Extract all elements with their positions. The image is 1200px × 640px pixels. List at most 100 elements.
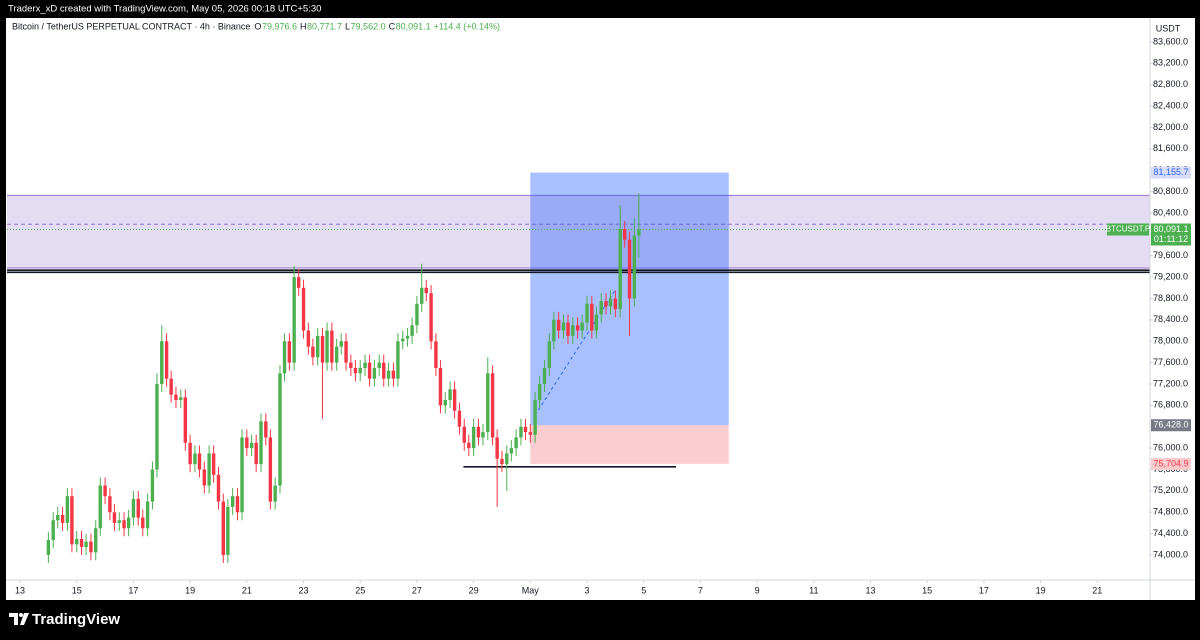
- candle-body: [60, 514, 65, 523]
- x-tick-label: 5: [641, 585, 646, 595]
- candle-body: [315, 335, 320, 358]
- candle-body: [353, 367, 358, 374]
- candle-body: [523, 426, 528, 433]
- candle-body: [94, 528, 98, 553]
- candle-body: [467, 442, 471, 449]
- target-tag: 81,155.7: [1153, 167, 1188, 177]
- y-tick-label: 74,800.0: [1153, 507, 1188, 517]
- x-tick-label: 17: [979, 585, 989, 595]
- candle-body: [126, 517, 131, 529]
- legend-text: Bitcoin / TetherUS PERPETUAL CONTRACT · …: [12, 21, 250, 31]
- candle-body: [547, 341, 552, 368]
- candle-body: [632, 235, 637, 299]
- candle-body: [509, 448, 514, 454]
- candle-body: [112, 512, 117, 523]
- last-price-tag: 80,091.1: [1153, 224, 1188, 234]
- y-tick-label: 77,200.0: [1153, 378, 1188, 388]
- candle-body: [108, 496, 112, 513]
- candle-body: [500, 458, 504, 465]
- candle-body: [519, 426, 523, 438]
- candle-body: [637, 229, 641, 236]
- candle-body: [282, 341, 287, 374]
- candle-body: [254, 442, 258, 465]
- x-tick-label: 15: [72, 585, 82, 595]
- candle-body: [396, 341, 400, 379]
- entry-tag-bg: [1151, 419, 1191, 432]
- x-tick-label: 11: [809, 585, 818, 595]
- candle-body: [297, 277, 301, 288]
- x-tick-label: 9: [755, 585, 760, 595]
- watermark: Traderx_xD created with TradingView.com,…: [8, 4, 321, 15]
- x-tick-label: 17: [128, 585, 138, 595]
- logo-shape: [19, 613, 23, 617]
- x-tick-label: 7: [698, 585, 703, 595]
- legend-text: O: [254, 21, 261, 31]
- candle-body: [211, 453, 216, 475]
- candle-body: [183, 397, 188, 443]
- x-tick-label: 23: [299, 585, 309, 595]
- candle-body: [278, 373, 282, 486]
- logo-shape: [9, 613, 18, 625]
- candle-body: [514, 437, 518, 449]
- candle-body: [306, 330, 311, 347]
- legend-text: 79,562.0: [351, 21, 386, 31]
- candle-body: [117, 520, 121, 523]
- x-tick-label: 13: [865, 585, 875, 595]
- candle-body: [575, 325, 580, 331]
- candle-body: [334, 346, 339, 363]
- candle-body: [476, 426, 481, 438]
- candle-body: [136, 498, 140, 518]
- y-tick-label: 81,600.0: [1153, 143, 1188, 153]
- x-tick-label: 29: [469, 585, 479, 595]
- candle-body: [145, 501, 150, 529]
- y-tick-label: 82,000.0: [1153, 122, 1188, 132]
- candle-body: [325, 330, 329, 363]
- projection-line: [534, 289, 616, 416]
- candle-body: [594, 314, 599, 331]
- legend-text: 80,091.1: [396, 21, 431, 31]
- candle-body: [580, 322, 584, 331]
- candle-body: [556, 319, 561, 331]
- candle-body: [481, 432, 485, 438]
- x-tick-label: 13: [15, 585, 25, 595]
- candle-body: [434, 341, 438, 368]
- legend: Bitcoin / TetherUS PERPETUAL CONTRACT · …: [12, 21, 500, 31]
- x-tick-label: 3: [584, 585, 589, 595]
- symbol-tag-bg: [1107, 223, 1149, 236]
- y-tick-label: 80,800.0: [1153, 186, 1188, 196]
- candle-body: [429, 293, 433, 342]
- candle-body: [70, 496, 74, 545]
- candle-body: [150, 469, 155, 502]
- candle-body: [46, 540, 51, 555]
- candle-body: [627, 239, 632, 299]
- y-tick-label: 75,200.0: [1153, 485, 1188, 495]
- candle-body: [486, 373, 490, 433]
- candle-body: [235, 496, 240, 513]
- candle-body: [287, 341, 292, 363]
- candle-body: [528, 432, 533, 435]
- currency-label: USDT: [1156, 23, 1181, 33]
- legend-text: 80,771.7: [307, 21, 342, 31]
- y-tick-label: 79,600.0: [1153, 250, 1188, 260]
- candle-body: [141, 517, 145, 529]
- candle-body: [179, 397, 183, 401]
- last-price-tag-bg: [1151, 223, 1191, 246]
- y-tick-label: 82,800.0: [1153, 79, 1188, 89]
- candle-body: [122, 520, 126, 529]
- candle-body: [188, 442, 192, 465]
- candle-body: [320, 335, 325, 363]
- candle-body: [358, 367, 362, 374]
- candle-body: [84, 541, 88, 547]
- candle-body: [131, 498, 136, 518]
- y-tick-label: 83,200.0: [1153, 58, 1188, 68]
- x-tick-label: 19: [1036, 585, 1046, 595]
- entry-tag: 76,428.0: [1153, 420, 1188, 430]
- candle-body: [505, 453, 509, 465]
- candle-body: [471, 426, 476, 449]
- x-tick-label: 15: [922, 585, 932, 595]
- position-loss: [530, 425, 729, 464]
- candle-body: [202, 469, 207, 486]
- plot-area: [7, 172, 1150, 564]
- candle-body: [363, 362, 367, 368]
